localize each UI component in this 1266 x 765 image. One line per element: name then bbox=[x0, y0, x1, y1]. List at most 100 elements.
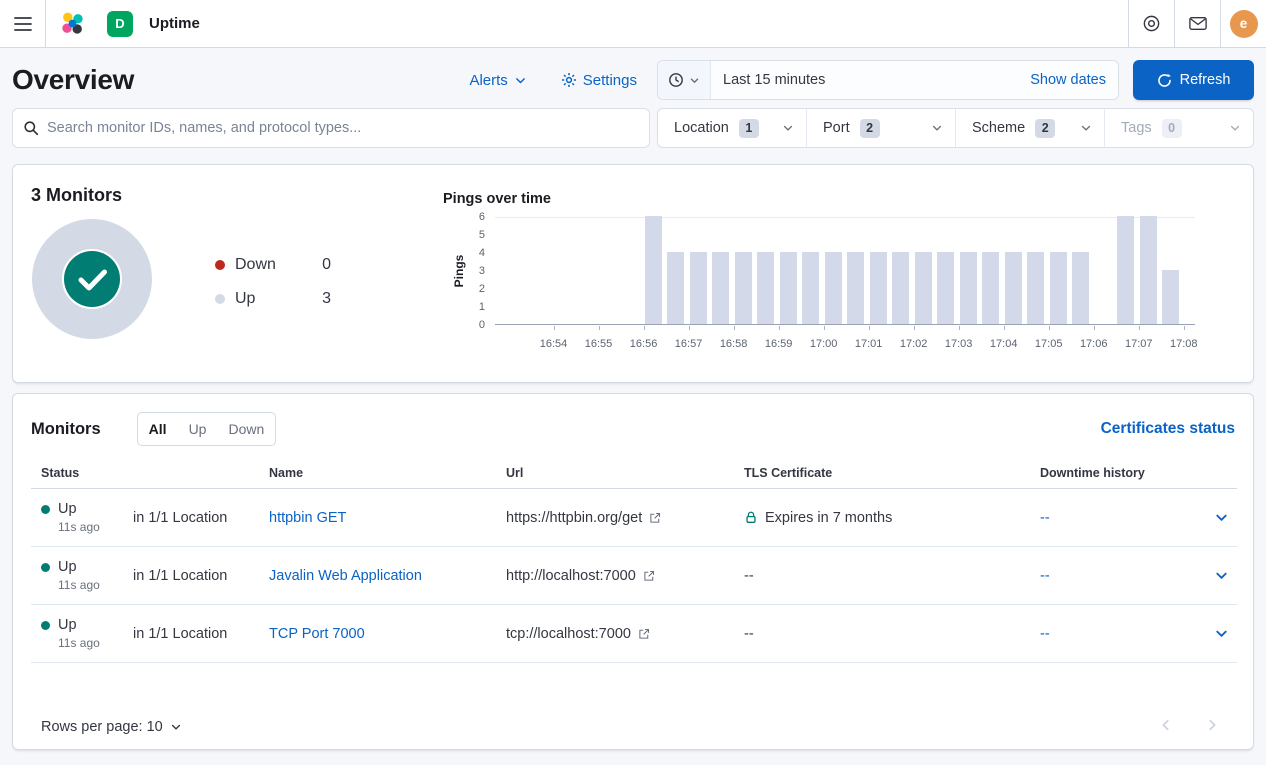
filter-group: Location 1Port 2Scheme 2Tags 0 bbox=[657, 108, 1254, 148]
column-header bbox=[1185, 458, 1237, 489]
status-ok-circle bbox=[64, 251, 120, 307]
alerts-dropdown[interactable]: Alerts bbox=[469, 72, 526, 89]
filter-count-badge: 2 bbox=[1035, 119, 1055, 138]
legend-dot bbox=[215, 260, 225, 270]
legend-down: Down 0 bbox=[215, 256, 331, 274]
x-tick-label: 17:03 bbox=[945, 338, 973, 350]
search-input[interactable] bbox=[47, 120, 639, 136]
chevron-down-icon bbox=[170, 721, 182, 733]
x-tick-label: 17:00 bbox=[810, 338, 838, 350]
chevron-right-icon bbox=[1205, 718, 1219, 732]
chevron-down-icon bbox=[514, 74, 527, 87]
x-tick-label: 16:57 bbox=[675, 338, 703, 350]
snapshot-panel: 3 Monitors Down 0 Up 3 Pings over time P… bbox=[12, 164, 1254, 383]
tab-down[interactable]: Down bbox=[217, 413, 275, 445]
search-icon bbox=[23, 120, 39, 136]
chevron-down-icon bbox=[1214, 510, 1229, 525]
expand-row-button[interactable] bbox=[1185, 568, 1229, 583]
x-tick-label: 17:02 bbox=[900, 338, 928, 350]
y-tick-label: 2 bbox=[443, 283, 485, 295]
date-range-value[interactable]: Last 15 minutes bbox=[711, 72, 1018, 88]
x-tick-label: 17:01 bbox=[855, 338, 883, 350]
elastic-logo-icon[interactable] bbox=[60, 11, 85, 36]
x-tick-label: 17:07 bbox=[1125, 338, 1153, 350]
newsfeed-icon bbox=[1189, 16, 1207, 31]
monitor-status: Up bbox=[58, 617, 77, 633]
monitor-name-link[interactable]: Javalin Web Application bbox=[269, 568, 422, 584]
expand-row-button[interactable] bbox=[1185, 626, 1229, 641]
ping-bar bbox=[892, 252, 909, 324]
page-title: Overview bbox=[12, 64, 134, 96]
x-tick-mark bbox=[734, 326, 735, 330]
refresh-label: Refresh bbox=[1180, 72, 1231, 88]
filter-count-badge: 1 bbox=[739, 119, 759, 138]
legend-label: Down bbox=[235, 256, 276, 274]
newsfeed-button[interactable] bbox=[1174, 0, 1220, 48]
expand-row-button[interactable] bbox=[1185, 510, 1229, 525]
x-tick-mark bbox=[554, 326, 555, 330]
filter-tags[interactable]: Tags 0 bbox=[1104, 109, 1253, 147]
menu-button[interactable] bbox=[0, 0, 46, 48]
settings-label: Settings bbox=[583, 72, 637, 89]
x-tick-mark bbox=[599, 326, 600, 330]
column-header bbox=[133, 458, 269, 489]
monitor-status: Up bbox=[58, 559, 77, 575]
filter-location[interactable]: Location 1 bbox=[658, 109, 806, 147]
breadcrumb[interactable]: Uptime bbox=[149, 15, 200, 32]
rows-per-page-button[interactable]: Rows per page: 10 bbox=[31, 719, 182, 735]
ping-bar bbox=[960, 252, 977, 324]
gear-icon bbox=[561, 72, 577, 88]
ping-bar bbox=[1005, 252, 1022, 324]
pagination-prev-button[interactable] bbox=[1143, 718, 1189, 735]
ping-bar bbox=[1027, 252, 1044, 324]
x-tick-mark bbox=[869, 326, 870, 330]
ping-bar bbox=[915, 252, 932, 324]
user-menu-button[interactable]: e bbox=[1220, 0, 1266, 48]
tab-up[interactable]: Up bbox=[178, 413, 218, 445]
x-tick-mark bbox=[1004, 326, 1005, 330]
filter-count-badge: 0 bbox=[1162, 119, 1182, 138]
y-tick-label: 3 bbox=[443, 265, 485, 277]
monitor-row: Up 11s ago in 1/1 Location httpbin GET h… bbox=[31, 489, 1237, 547]
chevron-down-icon bbox=[1214, 568, 1229, 583]
monitor-url-link[interactable]: https://httpbin.org/get bbox=[506, 510, 642, 526]
lock-icon bbox=[744, 510, 758, 525]
show-dates-button[interactable]: Show dates bbox=[1018, 72, 1118, 88]
tab-all[interactable]: All bbox=[138, 413, 178, 445]
monitor-url-link[interactable]: http://localhost:7000 bbox=[506, 568, 636, 584]
x-tick-label: 17:05 bbox=[1035, 338, 1063, 350]
filter-label: Location bbox=[674, 120, 729, 136]
x-tick-mark bbox=[914, 326, 915, 330]
monitor-name-link[interactable]: httpbin GET bbox=[269, 510, 346, 526]
status-dot bbox=[41, 621, 50, 630]
x-tick-mark bbox=[644, 326, 645, 330]
ping-bar bbox=[757, 252, 774, 324]
y-tick-label: 0 bbox=[443, 319, 485, 331]
status-donut-chart bbox=[31, 218, 153, 345]
filter-scheme[interactable]: Scheme 2 bbox=[955, 109, 1104, 147]
chevron-down-icon bbox=[689, 75, 700, 86]
y-tick-label: 1 bbox=[443, 301, 485, 313]
ping-bar bbox=[870, 252, 887, 324]
date-quick-select-button[interactable] bbox=[658, 61, 711, 99]
x-tick-label: 16:59 bbox=[765, 338, 793, 350]
help-button[interactable] bbox=[1128, 0, 1174, 48]
monitor-url-link[interactable]: tcp://localhost:7000 bbox=[506, 626, 631, 642]
monitor-name-link[interactable]: TCP Port 7000 bbox=[269, 626, 365, 642]
monitors-table: StatusNameUrlTLS CertificateDowntime his… bbox=[31, 458, 1237, 663]
x-tick-mark bbox=[779, 326, 780, 330]
ping-bar bbox=[645, 216, 662, 324]
topbar-right: e bbox=[1128, 0, 1266, 48]
x-tick-mark bbox=[1184, 326, 1185, 330]
pings-chart-title: Pings over time bbox=[443, 191, 1235, 207]
status-dot bbox=[41, 563, 50, 572]
space-avatar[interactable]: D bbox=[107, 11, 133, 37]
pings-chart-section: Pings over time Pings 012345616:5416:551… bbox=[443, 185, 1235, 382]
certificates-status-link[interactable]: Certificates status bbox=[1101, 420, 1235, 438]
settings-button[interactable]: Settings bbox=[561, 72, 637, 89]
x-tick-label: 17:06 bbox=[1080, 338, 1108, 350]
pagination-next-button[interactable] bbox=[1189, 718, 1235, 735]
filter-port[interactable]: Port 2 bbox=[806, 109, 955, 147]
monitor-count-title: 3 Monitors bbox=[31, 185, 443, 206]
refresh-button[interactable]: Refresh bbox=[1133, 60, 1254, 100]
